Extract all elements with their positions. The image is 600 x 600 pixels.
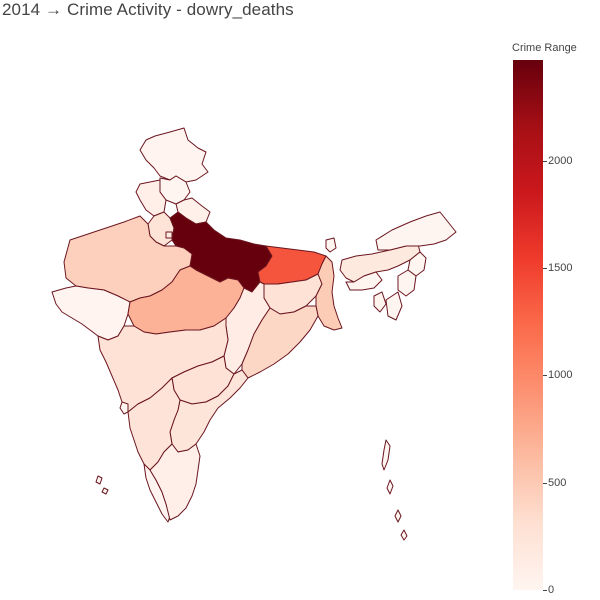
region-assam[interactable] (339, 243, 421, 283)
colorbar-tick-mark (543, 268, 547, 269)
colorbar-title: Crime Range (512, 42, 577, 54)
chart-title: 2014 → Crime Activity - dowry_deaths (2, 0, 294, 19)
colorbar-tick-label: 0 (548, 584, 555, 596)
region-sikkim[interactable] (325, 237, 337, 253)
region-delhi[interactable] (165, 231, 173, 239)
colorbar-tick-label: 1000 (548, 369, 573, 382)
region-tamil-nadu[interactable] (149, 443, 201, 521)
colorbar-tick-mark (543, 590, 547, 591)
region-manipur[interactable] (397, 269, 417, 297)
region-arunachal-pradesh[interactable] (375, 211, 457, 251)
region-karnataka[interactable] (127, 377, 181, 471)
region-meghalaya[interactable] (345, 271, 383, 291)
colorbar-tick-mark (543, 160, 547, 162)
region-mizoram[interactable] (385, 291, 403, 321)
region-jammu-and-kashmir[interactable] (139, 127, 209, 183)
colorbar (513, 60, 543, 590)
region-tripura[interactable] (373, 291, 387, 313)
colorbar-tick-mark (543, 375, 547, 377)
colorbar-tick-label: 2000 (548, 154, 573, 167)
colorbar-tick-label: 1500 (548, 262, 573, 274)
region-west-bengal[interactable] (315, 255, 343, 331)
region-goa[interactable] (119, 401, 129, 415)
region-odisha[interactable] (241, 305, 319, 379)
islands-group (95, 439, 408, 541)
colorbar-tick-mark (543, 482, 547, 484)
colorbar-tick-label: 500 (548, 476, 567, 489)
